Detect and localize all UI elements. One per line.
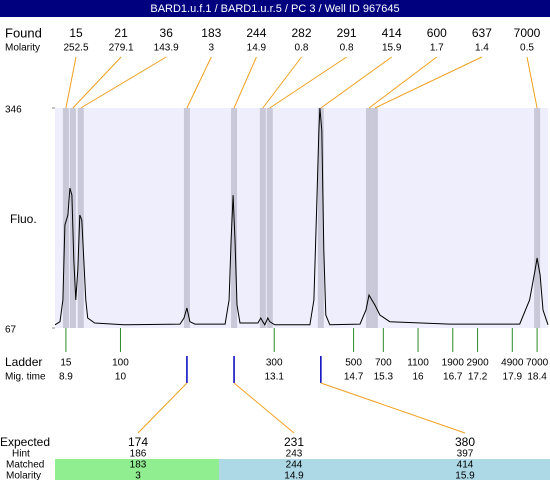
y-tick-label: 346 xyxy=(5,105,22,116)
mig-time-value: 17.9 xyxy=(503,372,523,383)
ladder-value: 1100 xyxy=(407,358,429,369)
molarity-value: 15.9 xyxy=(382,43,402,54)
plot-area xyxy=(55,108,548,328)
mig-time-value: 18.4 xyxy=(527,372,547,383)
title: BARD1.u.f.1 / BARD1.u.r.5 / PC 3 / Well … xyxy=(150,3,399,15)
row-label: Hint xyxy=(12,449,30,460)
found-value: 36 xyxy=(160,26,174,40)
molarity-value: 0.8 xyxy=(340,43,354,54)
hint-value: 397 xyxy=(457,449,474,460)
peak-band xyxy=(259,108,266,328)
matched-value: 244 xyxy=(286,460,303,471)
found-connector xyxy=(233,56,257,109)
found-connector xyxy=(80,56,167,109)
molarity-value: 0.5 xyxy=(520,43,534,54)
found-value: 291 xyxy=(337,26,357,40)
peak-band xyxy=(534,108,541,328)
molarity-value: 1.4 xyxy=(475,43,489,54)
hint-value: 186 xyxy=(130,449,147,460)
expected-value: 174 xyxy=(128,435,148,449)
molarity-value: 252.5 xyxy=(63,43,88,54)
ladder-value: 300 xyxy=(266,358,283,369)
ladder-value: 7000 xyxy=(526,358,549,369)
peak-band xyxy=(183,108,190,328)
ladder-value: 4900 xyxy=(501,358,524,369)
found-connector xyxy=(374,56,483,109)
mig-time-value: 16.7 xyxy=(443,372,463,383)
peak-band xyxy=(62,108,69,328)
found-value: 282 xyxy=(291,26,311,40)
found-connector xyxy=(269,56,347,109)
matched-value: 414 xyxy=(457,460,474,471)
mig-time-value: 8.9 xyxy=(59,372,73,383)
matched-value: 183 xyxy=(130,460,147,471)
expected-connector xyxy=(233,382,295,434)
molarity-value: 14.9 xyxy=(247,43,267,54)
matched-other xyxy=(219,459,550,480)
molarity-value: 279.1 xyxy=(109,43,134,54)
found-connector xyxy=(65,56,77,109)
found-connector xyxy=(262,56,302,109)
found-value: 21 xyxy=(114,26,128,40)
matched-ok xyxy=(55,459,219,480)
matched-molarity: 14.9 xyxy=(284,471,304,480)
found-value: 183 xyxy=(201,26,221,40)
y-tick-label: 67 xyxy=(5,325,17,336)
y-axis-label: Fluo. xyxy=(10,212,37,226)
expected-connector xyxy=(137,382,188,434)
ladder-value: 500 xyxy=(345,358,362,369)
peak-band xyxy=(371,108,378,328)
hint-value: 243 xyxy=(286,449,303,460)
peak-band xyxy=(266,108,273,328)
mig-time-value: 15.3 xyxy=(374,372,394,383)
row-label: Matched xyxy=(6,460,44,471)
found-value: 414 xyxy=(382,26,402,40)
matched-molarity: 15.9 xyxy=(455,471,475,480)
found-value: 244 xyxy=(246,26,266,40)
found-connector xyxy=(72,56,122,109)
expected-connector xyxy=(320,382,466,434)
expected-value: 380 xyxy=(455,435,475,449)
found-connector xyxy=(320,56,392,109)
mig-time-value: 14.7 xyxy=(344,372,364,383)
row-label: Molarity xyxy=(6,471,41,480)
found-value: 15 xyxy=(69,26,83,40)
found-connector xyxy=(368,56,438,109)
row-label: Found xyxy=(5,25,42,40)
found-value: 7000 xyxy=(514,26,541,40)
row-label: Ladder xyxy=(5,355,42,369)
peak-band xyxy=(365,108,372,328)
trace xyxy=(54,107,549,326)
matched-molarity: 3 xyxy=(135,471,141,480)
molarity-value: 1.7 xyxy=(430,43,444,54)
mig-time-value: 16 xyxy=(412,372,424,383)
row-label: Mig. time xyxy=(5,372,46,383)
found-connector xyxy=(526,56,538,109)
peak-band xyxy=(317,108,324,328)
molarity-value: 143.9 xyxy=(154,43,179,54)
mig-time-value: 13.1 xyxy=(264,372,284,383)
molarity-value: 0.8 xyxy=(295,43,309,54)
ladder-value: 100 xyxy=(112,358,129,369)
found-value: 637 xyxy=(472,26,492,40)
ladder-value: 1900 xyxy=(442,358,465,369)
mig-time-value: 10 xyxy=(115,372,127,383)
molarity-value: 3 xyxy=(209,43,215,54)
row-label: Molarity xyxy=(5,43,40,54)
row-label: Expected xyxy=(0,435,50,449)
ladder-value: 2900 xyxy=(466,358,489,369)
found-value: 600 xyxy=(427,26,447,40)
ladder-value: 15 xyxy=(60,358,72,369)
ladder-value: 700 xyxy=(375,358,392,369)
expected-value: 231 xyxy=(284,435,304,449)
mig-time-value: 17.2 xyxy=(468,372,488,383)
title-bar xyxy=(0,0,550,17)
found-connector xyxy=(186,56,212,109)
